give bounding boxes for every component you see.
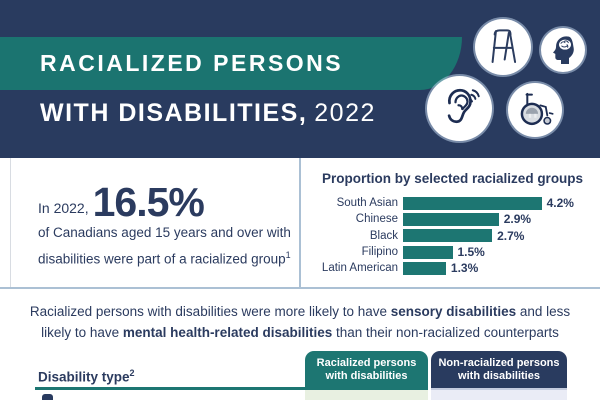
stat-description-line1: of Canadians aged 15 years and over with: [38, 225, 291, 240]
emphasis-text: mental health-related disabilities: [122, 325, 333, 340]
racialized-column-cell: [305, 390, 428, 400]
partial-row-icon: [42, 394, 53, 400]
column-header-racialized: Racialized persons with disabilities: [305, 351, 428, 388]
chart-bar: [403, 196, 542, 210]
chart-bar: [403, 245, 453, 259]
chart-value-label: 1.5%: [457, 245, 485, 260]
chart-category-label: Filipino: [361, 246, 398, 259]
bar-chart-rows: South Asian 4.2% Chinese 2.9% Black 2.7% Filip…: [310, 195, 592, 276]
chart-value-label: 1.3%: [450, 261, 479, 276]
page-title-line1: RACIALIZED PERSONS: [40, 50, 344, 76]
footnote-marker-2: 2: [129, 368, 135, 378]
head-brain-icon: [541, 28, 585, 72]
stat-chart-divider: [299, 158, 301, 287]
chart-value-label: 4.2%: [546, 196, 574, 211]
card-left-border: [10, 158, 11, 287]
column-header-racialized-line1: Racialized persons: [316, 356, 417, 369]
stat-prefix: In 2022,: [38, 200, 89, 216]
text-segment: and less: [516, 304, 571, 319]
stat-value: 16.5%: [92, 179, 205, 225]
text-segment: likely to have: [41, 325, 123, 340]
text-segment: Racialized persons with disabilities wer…: [29, 304, 391, 319]
column-header-racialized-line2: with disabilities: [325, 369, 408, 382]
chart-row: Latin American 1.3%: [310, 260, 592, 276]
chart-value-label: 2.7%: [497, 228, 525, 243]
chart-category-label: Black: [369, 229, 398, 242]
text-segment: than their non-racialized counterparts: [332, 325, 559, 340]
page-title-year: 2022: [314, 99, 376, 127]
chart-category-label: Latin American: [321, 262, 398, 275]
chart-row: Filipino 1.5%: [310, 244, 592, 260]
highlight-paragraph: Racialized persons with disabilities wer…: [0, 301, 600, 343]
column-header-non-racialized: Non-racialized persons with disabilities: [431, 351, 567, 388]
walker-icon: [475, 19, 531, 75]
chart-bar: [403, 212, 499, 226]
section-divider-rule: [0, 287, 600, 289]
chart-bar: [403, 229, 493, 243]
key-stat-block: In 2022, 16.5% of Canadians aged 15 year…: [38, 182, 293, 271]
table-row-header: Disability type2: [38, 368, 135, 385]
paragraph-line: likely to have mental health-related dis…: [0, 322, 600, 343]
header-banner: RACIALIZED PERSONS WITH DISABILITIES, 202…: [0, 0, 600, 158]
chart-category-label: South Asian: [336, 197, 398, 210]
page-title-line2-bold: WITH DISABILITIES,: [40, 99, 308, 127]
non-racialized-column-rule: [431, 388, 567, 390]
page-title-line2: WITH DISABILITIES, 2022: [40, 99, 376, 128]
chart-category-label: Chinese: [355, 213, 398, 226]
stat-description-line2: disabilities were part of a racialized g…: [38, 250, 291, 267]
chart-bar: [403, 261, 446, 275]
chart-row: Black 2.7%: [310, 228, 592, 244]
chart-row: South Asian 4.2%: [310, 195, 592, 211]
table-header-rule: [35, 387, 428, 390]
wheelchair-icon: [508, 83, 562, 137]
chart-value-label: 2.9%: [503, 212, 532, 227]
bar-chart: Proportion by selected racialized groups…: [310, 171, 592, 276]
column-header-non-racialized-line2: with disabilities: [458, 369, 540, 382]
emphasis-text: sensory disabilities: [390, 304, 517, 319]
paragraph-line: Racialized persons with disabilities wer…: [0, 301, 600, 322]
hearing-ear-icon: [427, 76, 492, 141]
chart-row: Chinese 2.9%: [310, 211, 592, 227]
title-teal-band: [0, 37, 462, 90]
non-racialized-column-cell: [431, 390, 567, 400]
footnote-marker-1: 1: [285, 250, 291, 260]
column-header-non-racialized-line1: Non-racialized persons: [438, 356, 560, 369]
chart-title: Proportion by selected racialized groups: [322, 171, 584, 186]
